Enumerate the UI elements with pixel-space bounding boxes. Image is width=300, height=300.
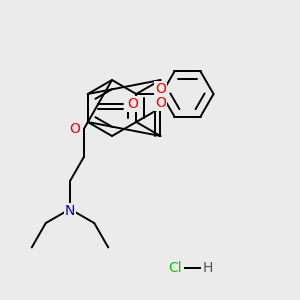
Text: H: H	[203, 261, 213, 275]
Text: N: N	[65, 204, 75, 218]
Text: O: O	[155, 82, 166, 96]
Text: O: O	[155, 96, 166, 110]
Text: O: O	[127, 98, 138, 111]
Text: Cl: Cl	[168, 261, 182, 275]
Text: O: O	[70, 122, 80, 136]
